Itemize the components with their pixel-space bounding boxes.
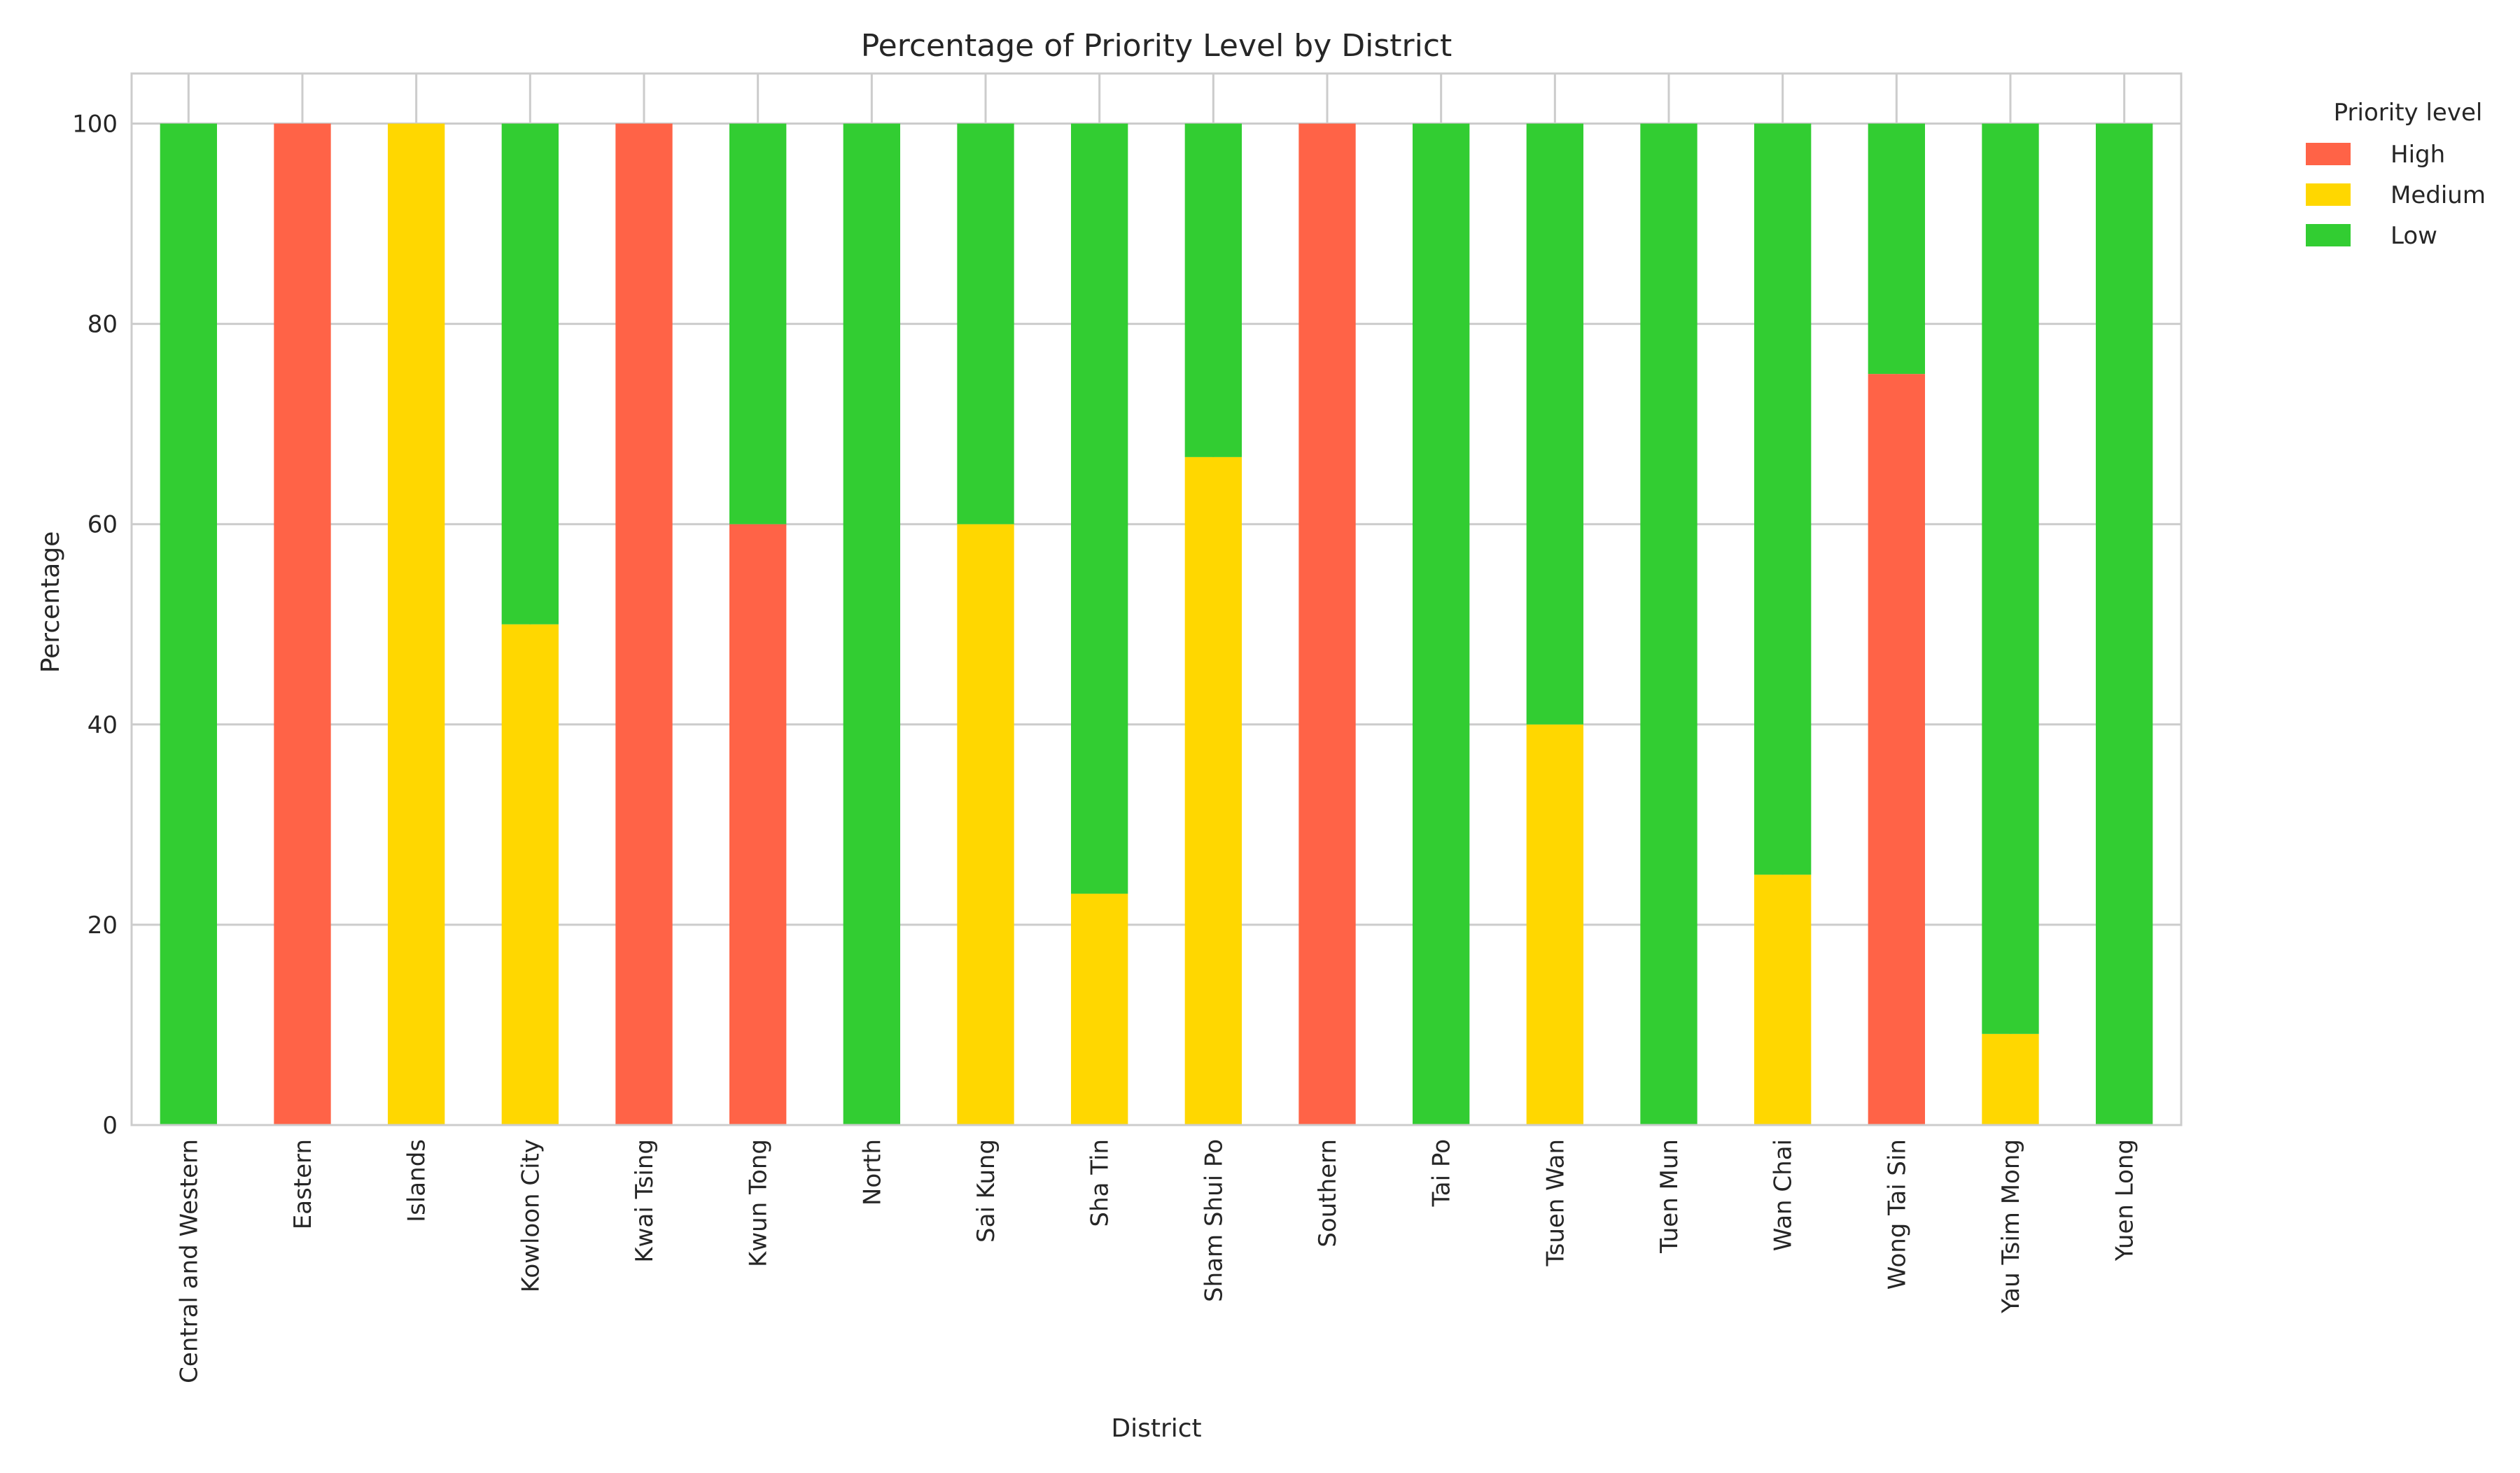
- bar-segment-medium: [388, 123, 445, 1125]
- bar-segment-low: [1184, 123, 1242, 457]
- x-tick-label: Kwun Tong: [745, 1139, 773, 1267]
- x-axis-label: District: [1111, 1414, 1201, 1443]
- legend-swatch-high: [2306, 143, 2351, 165]
- bar-segment-high: [274, 123, 331, 1125]
- legend: Priority level High Medium Low: [2306, 99, 2486, 250]
- legend-label-high: High: [2390, 141, 2445, 169]
- y-tick-label: 0: [102, 1112, 118, 1140]
- bar-segment-high: [729, 524, 787, 1125]
- x-tick-label: Sha Tin: [1086, 1139, 1114, 1227]
- bar-segment-low: [160, 123, 217, 1125]
- x-tick-layer: Central and Western Eastern Islands Kowloon…: [175, 1139, 2138, 1383]
- x-tick-label: Southern: [1314, 1139, 1342, 1248]
- bar-segment-low: [1868, 123, 1925, 375]
- bar-segment-high: [1298, 123, 1356, 1125]
- plot-frame: [130, 72, 2183, 1126]
- bar-segment-low: [1071, 123, 1128, 894]
- bar-segment-low: [729, 123, 787, 524]
- bar-segment-high: [1868, 374, 1925, 1126]
- x-tick-label: Kwai Tsing: [631, 1139, 659, 1263]
- bar-segment-low: [1982, 123, 2039, 1034]
- y-axis-label: Percentage: [36, 531, 65, 673]
- bar-segment-medium: [1754, 874, 1812, 1125]
- y-tick-label: 100: [72, 111, 118, 139]
- x-tick-label: Central and Western: [175, 1139, 203, 1383]
- bar-segment-low: [843, 123, 900, 1125]
- x-tick-label: Yuen Long: [2111, 1139, 2139, 1262]
- legend-swatch-medium: [2306, 183, 2351, 206]
- bar-segment-medium: [501, 624, 559, 1125]
- bar-segment-low: [1526, 123, 1583, 725]
- chart-title: Percentage of Priority Level by District: [861, 28, 1452, 64]
- bar-segment-low: [1640, 123, 1698, 1125]
- x-tick-label: Wan Chai: [1770, 1139, 1798, 1251]
- x-tick-label: Islands: [403, 1139, 431, 1222]
- bar-segment-low: [1413, 123, 1470, 1125]
- bar-segment-high: [615, 123, 673, 1125]
- bar-segment-medium: [957, 524, 1014, 1125]
- bar-segment-low: [501, 123, 559, 624]
- bar-segment-medium: [1982, 1033, 2039, 1125]
- y-tick-label: 20: [88, 912, 118, 940]
- x-tick-label: Tsuen Wan: [1541, 1139, 1569, 1267]
- x-tick-label: North: [858, 1139, 886, 1206]
- legend-label-medium: Medium: [2390, 181, 2486, 209]
- x-tick-label: Wong Tai Sin: [1883, 1139, 1911, 1290]
- bar-segment-low: [957, 123, 1014, 524]
- x-tick-label: Eastern: [289, 1139, 317, 1229]
- bar-layer: [160, 123, 2153, 1126]
- y-tick-label: 60: [88, 511, 118, 539]
- x-tick-label: Sham Shui Po: [1200, 1139, 1228, 1302]
- y-tick-label: 40: [88, 711, 118, 739]
- legend-label-low: Low: [2390, 222, 2437, 250]
- bar-segment-medium: [1184, 456, 1242, 1125]
- y-tick-layer: 0 20 40 60 80 100: [72, 111, 118, 1140]
- y-tick-label: 80: [88, 311, 118, 339]
- x-tick-label: Tai Po: [1428, 1139, 1456, 1207]
- bar-segment-medium: [1526, 724, 1583, 1125]
- bar-segment-low: [1754, 123, 1812, 875]
- x-tick-label: Tuen Mun: [1656, 1139, 1684, 1254]
- bar-segment-medium: [1071, 893, 1128, 1125]
- legend-swatch-low: [2306, 224, 2351, 246]
- x-tick-label: Kowloon City: [517, 1139, 545, 1292]
- legend-title: Priority level: [2334, 99, 2483, 127]
- x-tick-label: Yau Tsim Mong: [1997, 1139, 2025, 1314]
- bar-segment-low: [2096, 123, 2153, 1125]
- x-tick-label: Sai Kung: [972, 1139, 1000, 1243]
